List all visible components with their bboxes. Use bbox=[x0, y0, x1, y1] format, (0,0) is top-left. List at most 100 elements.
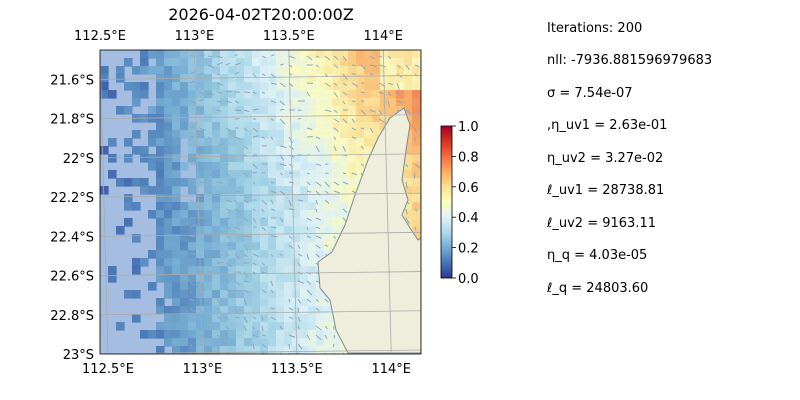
vector-arrow bbox=[315, 136, 321, 140]
heatmap-cell bbox=[164, 282, 173, 291]
heatmap-cell bbox=[260, 266, 269, 275]
heatmap-cell bbox=[292, 242, 301, 251]
vector-arrow bbox=[315, 55, 320, 58]
heatmap-cell bbox=[196, 250, 205, 259]
colorbar-ticks: 0.0 0.2 0.4 0.6 0.8 1.0 bbox=[452, 120, 479, 287]
heatmap-cell bbox=[228, 154, 237, 163]
heatmap-cell bbox=[324, 122, 333, 131]
heatmap-cell bbox=[412, 106, 421, 115]
vector-arrow bbox=[270, 253, 274, 257]
heatmap-cell bbox=[244, 218, 253, 227]
heatmap-cell bbox=[268, 298, 277, 307]
vector-arrow bbox=[351, 172, 358, 176]
heatmap-cell bbox=[220, 338, 229, 347]
heatmap-cell bbox=[348, 130, 357, 139]
heatmap-cell bbox=[220, 90, 229, 99]
vector-arrow bbox=[414, 64, 420, 68]
heatmap-cell bbox=[308, 218, 317, 227]
vector-arrow bbox=[315, 163, 322, 167]
vector-arrow bbox=[270, 118, 274, 121]
heatmap-cell bbox=[244, 178, 253, 187]
heatmap-cell bbox=[332, 202, 341, 211]
heatmap-cell bbox=[188, 202, 197, 211]
heatmap-cell bbox=[308, 122, 317, 131]
heatmap-cell bbox=[292, 170, 301, 179]
heatmap-cell bbox=[300, 58, 309, 67]
y-tick-label: 22°S bbox=[63, 152, 94, 167]
heatmap-cell bbox=[292, 154, 301, 163]
vector-arrow bbox=[243, 91, 251, 94]
heatmap-cell bbox=[276, 346, 285, 354]
heatmap-cell bbox=[340, 90, 349, 99]
heatmap-cell bbox=[172, 290, 181, 299]
heatmap-cell bbox=[300, 74, 309, 83]
x-tick-label-top: 114°E bbox=[363, 29, 403, 44]
heatmap-cell bbox=[332, 98, 341, 107]
vector-arrow bbox=[324, 298, 329, 303]
heatmap-cell bbox=[228, 98, 237, 107]
heatmap-cell bbox=[300, 194, 309, 203]
vector-arrow bbox=[306, 181, 311, 186]
heatmap-cell bbox=[196, 202, 205, 211]
heatmap-cell bbox=[340, 186, 349, 195]
heatmap-cell bbox=[308, 314, 317, 323]
heatmap-cell bbox=[196, 66, 205, 75]
vector-arrow bbox=[315, 145, 320, 153]
vector-arrow bbox=[279, 82, 286, 88]
heatmap-cell bbox=[188, 90, 197, 99]
heatmap-cell bbox=[356, 154, 365, 163]
heatmap-cell bbox=[340, 50, 349, 59]
heatmap-cell bbox=[332, 154, 341, 163]
heatmap-cell bbox=[236, 74, 245, 83]
vector-arrow bbox=[234, 53, 238, 57]
heatmap-cell bbox=[196, 162, 205, 171]
heatmap-cell bbox=[412, 82, 421, 91]
heatmap-cell bbox=[276, 242, 285, 251]
heatmap-cell bbox=[412, 138, 421, 147]
x-tick-label-top: 113°E bbox=[175, 29, 215, 44]
heatmap-cell bbox=[148, 250, 157, 259]
vector-arrow bbox=[225, 334, 230, 339]
heatmap-cell bbox=[164, 306, 173, 315]
heatmap-cell bbox=[164, 210, 173, 219]
vector-arrow bbox=[198, 334, 204, 338]
heatmap-cell bbox=[300, 130, 309, 139]
heatmap-cell bbox=[156, 306, 165, 315]
heatmap-cell bbox=[316, 306, 325, 315]
heatmap-cell bbox=[156, 162, 165, 171]
vector-arrow bbox=[189, 199, 193, 203]
heatmap-cell bbox=[412, 90, 421, 99]
vector-arrow bbox=[216, 343, 219, 350]
heatmap-cell bbox=[188, 106, 197, 115]
heatmap-cell bbox=[260, 306, 269, 315]
vector-arrow bbox=[243, 127, 248, 132]
heatmap-cell bbox=[164, 130, 173, 139]
vector-arrow bbox=[198, 72, 204, 75]
heatmap-cell bbox=[220, 290, 229, 299]
heatmap-cell bbox=[148, 66, 157, 75]
heatmap-cell bbox=[244, 266, 253, 275]
heatmap-cell bbox=[156, 346, 165, 354]
vector-arrow bbox=[198, 151, 206, 156]
heatmap-cell bbox=[300, 346, 309, 354]
heatmap-cell bbox=[204, 146, 213, 155]
heatmap-cell bbox=[172, 154, 181, 163]
heatmap-cell bbox=[108, 90, 117, 99]
heatmap-cell bbox=[412, 122, 421, 131]
heatmap-cell bbox=[260, 170, 269, 179]
heatmap-cell bbox=[268, 138, 277, 147]
heatmap-cell bbox=[252, 250, 261, 259]
heatmap-cell bbox=[180, 306, 189, 315]
heatmap-cell bbox=[316, 82, 325, 91]
heatmap-cell bbox=[388, 82, 397, 91]
heatmap-cell bbox=[236, 122, 245, 131]
heatmap-cell bbox=[172, 338, 181, 347]
heatmap-cell bbox=[156, 66, 165, 75]
y-tick-label: 22.6°S bbox=[50, 270, 94, 285]
heatmap-cell bbox=[156, 98, 165, 107]
heatmap-cell bbox=[300, 266, 309, 275]
heatmap-cell bbox=[260, 146, 269, 155]
vector-arrow bbox=[198, 352, 201, 354]
heatmap-cell bbox=[404, 210, 413, 219]
heatmap-cell bbox=[348, 178, 357, 187]
